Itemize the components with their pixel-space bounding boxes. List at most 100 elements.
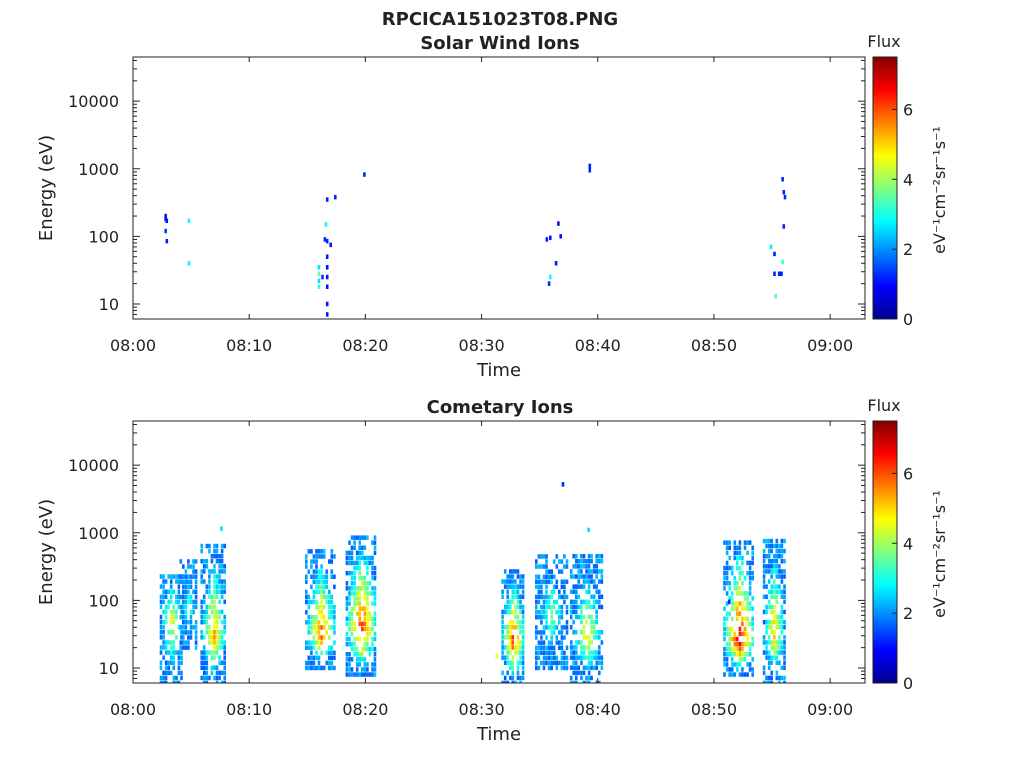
heatmap-cell — [736, 550, 739, 556]
heatmap-cell — [179, 645, 183, 650]
heatmap-cell — [575, 630, 578, 635]
heatmap-cell — [162, 655, 165, 660]
heatmap-cell — [503, 675, 507, 681]
heatmap-cell — [509, 630, 512, 635]
heatmap-cell — [723, 631, 726, 637]
heatmap-cell — [741, 652, 744, 657]
heatmap-cell — [345, 616, 349, 621]
heatmap-cell — [775, 538, 779, 544]
heatmap-cell — [748, 662, 752, 667]
heatmap-cell — [307, 625, 311, 630]
heatmap-cell — [592, 665, 596, 670]
heatmap-cell — [202, 614, 206, 620]
heatmap-cell — [333, 610, 336, 615]
heatmap-cell — [220, 609, 224, 615]
heatmap-cell — [330, 574, 334, 579]
heatmap-cell — [363, 621, 367, 627]
heatmap-cell — [587, 614, 591, 620]
heatmap-cell — [363, 606, 367, 611]
heatmap-cell — [723, 565, 726, 571]
heatmap-cell — [213, 640, 216, 645]
heatmap-cell — [345, 586, 349, 591]
heatmap-cell — [587, 579, 591, 584]
heatmap-cell — [366, 662, 369, 667]
heatmap-cell — [540, 564, 543, 569]
heatmap-cell — [762, 554, 766, 559]
heatmap-cell — [321, 274, 324, 280]
heatmap-cell — [521, 670, 525, 676]
heatmap-cell — [585, 665, 588, 670]
heatmap-cell — [334, 194, 337, 200]
heatmap-cell — [728, 545, 731, 550]
heatmap-cell — [373, 570, 377, 576]
heatmap-cell — [355, 596, 359, 601]
heatmap-cell — [363, 641, 367, 647]
heatmap-cell — [312, 579, 316, 584]
heatmap-cell — [770, 630, 773, 635]
heatmap-cell — [159, 675, 163, 681]
heatmap-cell — [723, 621, 726, 627]
heatmap-cell — [180, 609, 183, 615]
heatmap-cell — [169, 670, 173, 676]
heatmap-cell — [310, 584, 313, 590]
heatmap-cell — [569, 574, 573, 579]
heatmap-cell — [315, 549, 318, 554]
heatmap-cell — [743, 616, 747, 621]
heatmap-cell — [552, 604, 556, 610]
heatmap-cell — [175, 599, 178, 605]
heatmap-cell — [310, 625, 313, 630]
heatmap-cell — [592, 619, 596, 625]
x-axis-label-solar-wind: Time — [476, 360, 521, 381]
heatmap-cell — [730, 591, 734, 596]
heatmap-cell — [305, 554, 308, 559]
heatmap-cell — [521, 614, 525, 620]
heatmap-cell — [164, 665, 168, 670]
heatmap-cell — [312, 574, 316, 579]
heatmap-cell — [600, 660, 604, 665]
heatmap-cell — [519, 630, 522, 635]
heatmap-cell — [159, 665, 163, 670]
heatmap-cell — [552, 660, 556, 666]
heatmap-cell — [205, 680, 209, 683]
heatmap-cell — [765, 543, 768, 549]
heatmap-cell — [187, 559, 190, 564]
heatmap-cell — [560, 559, 564, 564]
heatmap-cell — [189, 615, 193, 620]
heatmap-cell — [353, 641, 356, 647]
heatmap-cell — [353, 535, 356, 540]
heatmap-cell — [194, 620, 198, 625]
heatmap-cell — [550, 579, 553, 584]
heatmap-cell — [743, 540, 747, 545]
heatmap-cell — [598, 650, 601, 655]
heatmap-cell — [355, 672, 359, 677]
heatmap-cell — [169, 609, 173, 615]
heatmap-cell — [162, 635, 165, 640]
heatmap-cell — [751, 560, 754, 566]
heatmap-cell — [353, 565, 356, 571]
heatmap-cell — [762, 670, 766, 676]
heatmap-cell — [205, 589, 209, 594]
heatmap-cell — [345, 581, 349, 586]
heatmap-cell — [213, 548, 216, 554]
heatmap-cell — [590, 630, 593, 635]
heatmap-cell — [205, 604, 209, 610]
heatmap-cell — [305, 660, 308, 666]
heatmap-cell — [575, 675, 578, 681]
heatmap-cell — [540, 610, 543, 615]
heatmap-cell — [371, 570, 374, 576]
heatmap-cell — [213, 594, 216, 599]
heatmap-cell — [330, 569, 334, 574]
heatmap-cell — [366, 560, 369, 566]
heatmap-cell — [762, 569, 766, 574]
heatmap-cell — [561, 482, 565, 487]
heatmap-cell — [509, 660, 512, 665]
heatmap-cell — [495, 653, 499, 659]
heatmap-cell — [560, 630, 564, 635]
heatmap-cell — [552, 584, 556, 590]
heatmap-cell — [728, 672, 731, 677]
heatmap-cell — [184, 579, 188, 584]
heatmap-cell — [175, 680, 178, 683]
heatmap-cell — [187, 640, 190, 645]
heatmap-cell — [307, 594, 311, 600]
